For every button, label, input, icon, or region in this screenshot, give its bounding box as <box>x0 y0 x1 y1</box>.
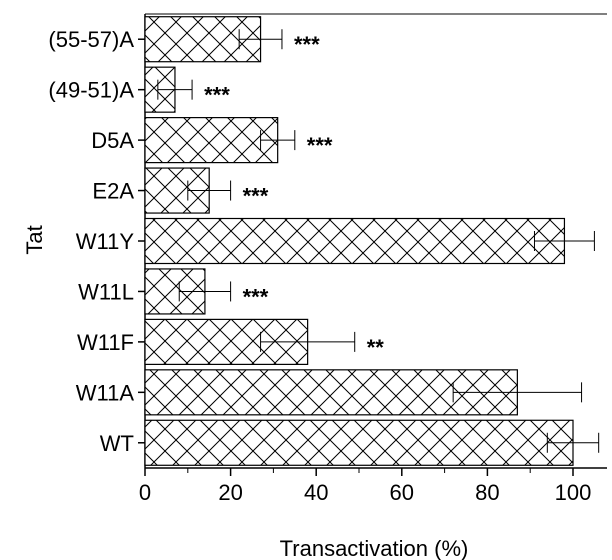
x-tick-label: 100 <box>555 480 592 505</box>
significance-label: *** <box>243 184 269 209</box>
y-tick-label: W11F <box>77 330 134 355</box>
y-tick-label: D5A <box>91 128 134 153</box>
y-tick-label: W11Y <box>76 229 135 254</box>
significance-label: *** <box>294 32 320 57</box>
significance-label: *** <box>307 133 333 158</box>
x-tick-label: 0 <box>139 480 151 505</box>
significance-label: ** <box>367 335 385 360</box>
x-tick-label: 80 <box>475 480 499 505</box>
plot-area: 0 20 40 60 80 100(55-57)A ***(49-51)A ***D5A ***… <box>48 13 607 505</box>
y-tick-label: (55-57)A <box>48 27 134 52</box>
y-tick-label: W11A <box>76 380 135 405</box>
y-axis-title: Tat <box>22 225 47 254</box>
y-tick-label: E2A <box>92 179 134 204</box>
y-tick-label: WT <box>100 431 134 456</box>
y-tick-label: W11L <box>78 279 134 304</box>
bar <box>144 217 566 265</box>
bar <box>144 117 279 164</box>
x-tick-label: 20 <box>218 480 242 505</box>
x-tick-label: 40 <box>304 480 328 505</box>
significance-label: *** <box>204 83 230 108</box>
bar <box>144 419 574 466</box>
significance-label: *** <box>243 284 269 309</box>
x-tick-label: 60 <box>390 480 414 505</box>
x-axis-title: Transactivation (%) <box>280 536 469 560</box>
y-tick-label: (49-51)A <box>48 78 134 103</box>
